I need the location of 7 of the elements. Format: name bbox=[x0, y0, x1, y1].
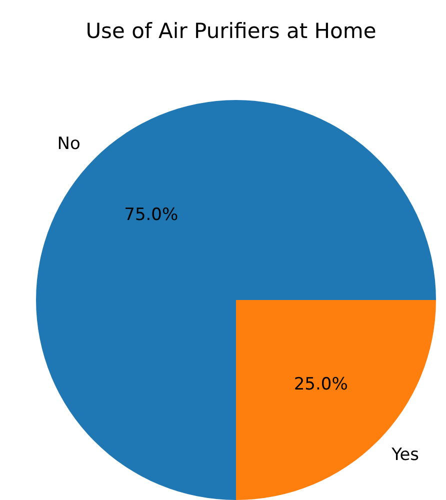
chart-title: Use of Air Purifiers at Home bbox=[86, 19, 376, 43]
data-label: 75.0% bbox=[124, 204, 178, 225]
data-label: 25.0% bbox=[294, 374, 348, 395]
slice-label: Yes bbox=[390, 445, 420, 466]
slice-label: No bbox=[57, 134, 80, 154]
pie-slice bbox=[236, 300, 436, 500]
pie-slice bbox=[36, 100, 436, 500]
